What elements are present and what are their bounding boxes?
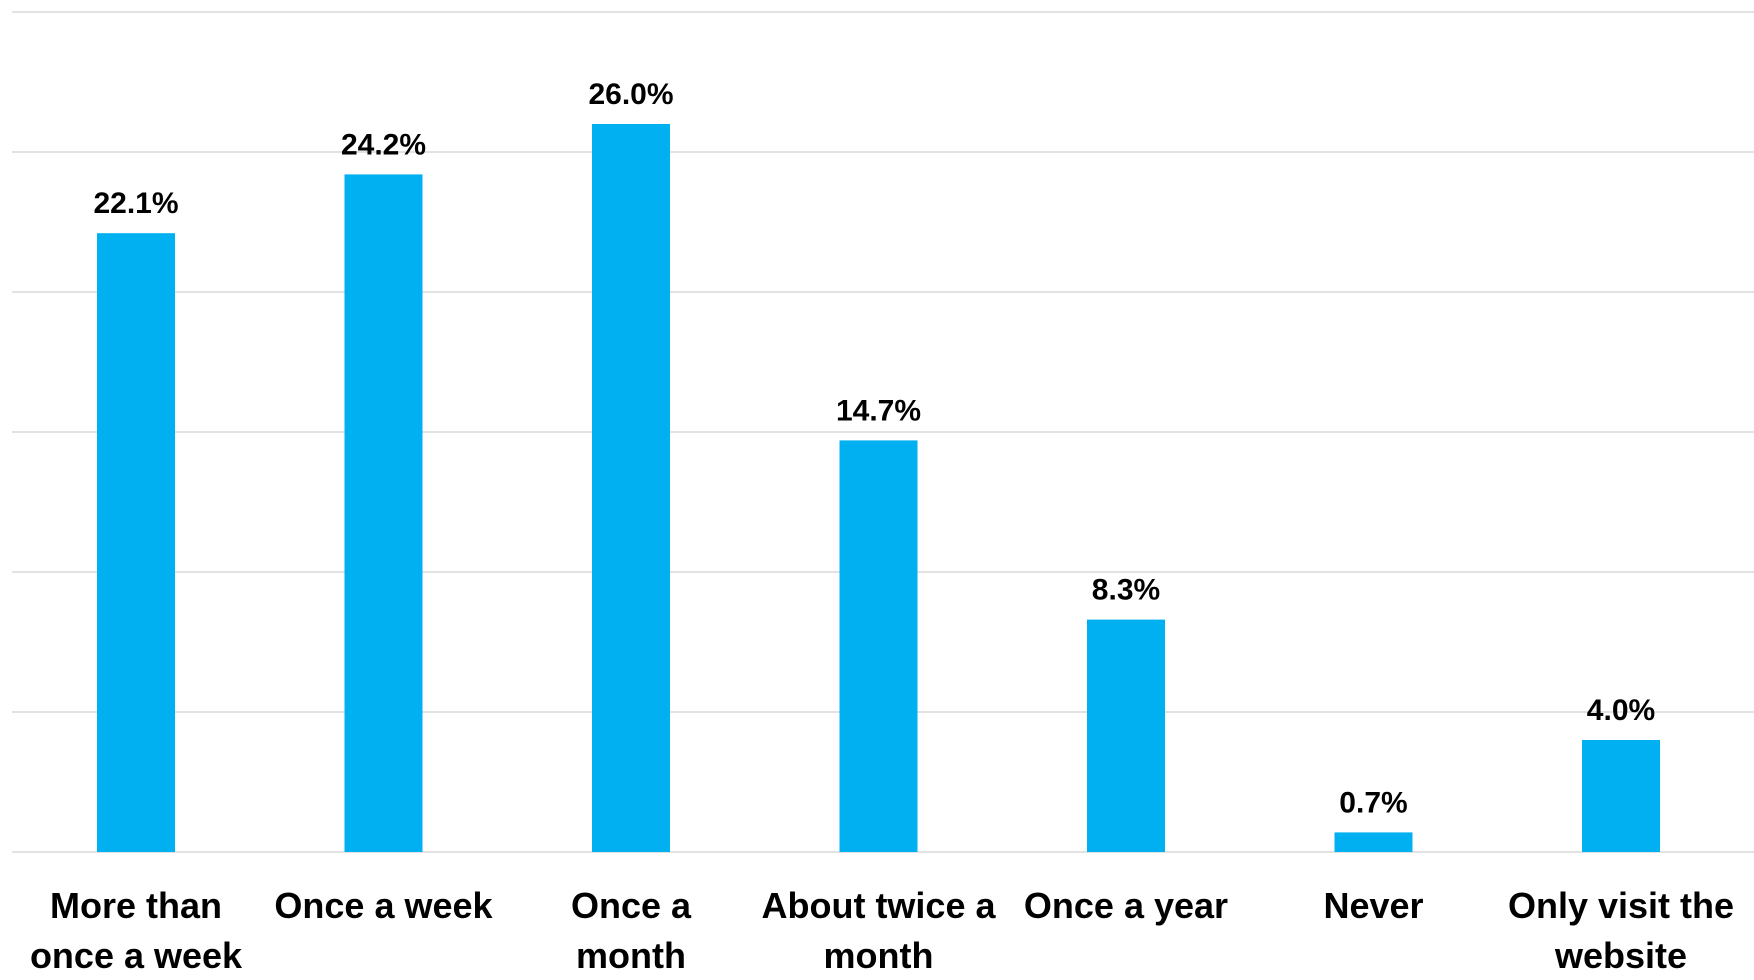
value-labels: 22.1% 24.2% 26.0% 14.7% 8.3% 0.7% 4.0% (93, 78, 1655, 819)
gridlines (12, 11, 1754, 853)
category-label: Only visit the website (1508, 885, 1734, 976)
category-label-line: once a week (30, 935, 243, 976)
category-label-line: month (576, 935, 686, 976)
category-label-line: Once a week (274, 885, 493, 926)
bar (344, 174, 423, 852)
category-label-line: Never (1323, 885, 1423, 926)
data-label: 0.7% (1339, 786, 1407, 819)
bar (592, 124, 670, 852)
bars (97, 124, 1660, 852)
category-label-line: month (824, 935, 934, 976)
category-label-line: Once a year (1024, 885, 1228, 926)
data-label: 26.0% (588, 78, 673, 111)
category-label: Once a year (1024, 885, 1228, 926)
data-label: 14.7% (836, 394, 921, 427)
bar (1087, 619, 1165, 852)
category-label: About twice a month (761, 885, 996, 976)
data-label: 4.0% (1587, 694, 1655, 727)
bar (1334, 832, 1413, 852)
category-label-line: More than (50, 885, 222, 926)
bar (1582, 740, 1660, 852)
category-label-line: Only visit the (1508, 885, 1734, 926)
data-label: 8.3% (1092, 574, 1160, 607)
category-label: Once a week (274, 885, 493, 926)
category-label-line: Once a (571, 885, 692, 926)
category-label-line: About twice a (761, 885, 996, 926)
data-label: 22.1% (93, 187, 178, 220)
bar (839, 440, 918, 852)
category-label: More than once a week (30, 885, 243, 976)
bar (97, 233, 175, 852)
category-label: Once a month (571, 885, 692, 976)
category-label-line: website (1554, 935, 1687, 976)
category-labels: More than once a week Once a week Once a mon… (30, 885, 1734, 976)
data-label: 24.2% (341, 128, 426, 161)
category-label: Never (1323, 885, 1423, 926)
